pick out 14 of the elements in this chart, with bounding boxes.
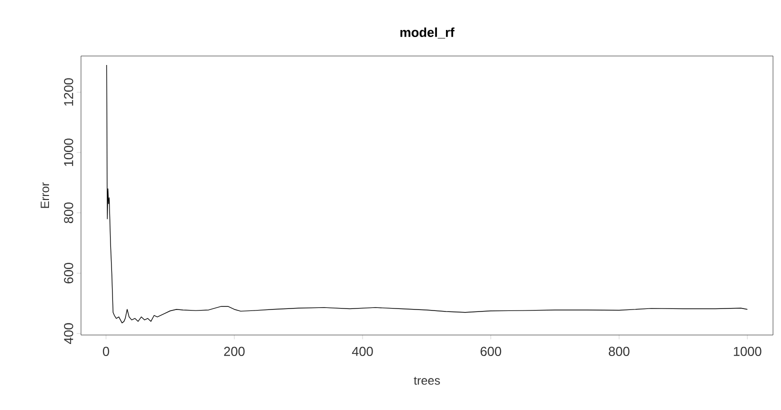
y-axis-title: Error xyxy=(40,182,50,208)
x-tick-label: 800 xyxy=(608,346,630,356)
x-tick-label: 200 xyxy=(224,346,245,356)
y-tick-label: 600 xyxy=(64,262,74,284)
x-tick-label: 1000 xyxy=(734,346,762,356)
x-tick-label: 0 xyxy=(102,346,110,356)
chart-title: model_rf xyxy=(400,27,454,38)
x-tick-label: 400 xyxy=(352,346,373,356)
line-series xyxy=(106,64,748,324)
y-tick-label: 800 xyxy=(64,202,74,224)
y-tick-label: 1000 xyxy=(64,138,74,166)
x-axis-title: trees xyxy=(414,376,440,385)
x-tick-label: 600 xyxy=(480,346,502,356)
y-tick-label: 1200 xyxy=(64,78,74,106)
